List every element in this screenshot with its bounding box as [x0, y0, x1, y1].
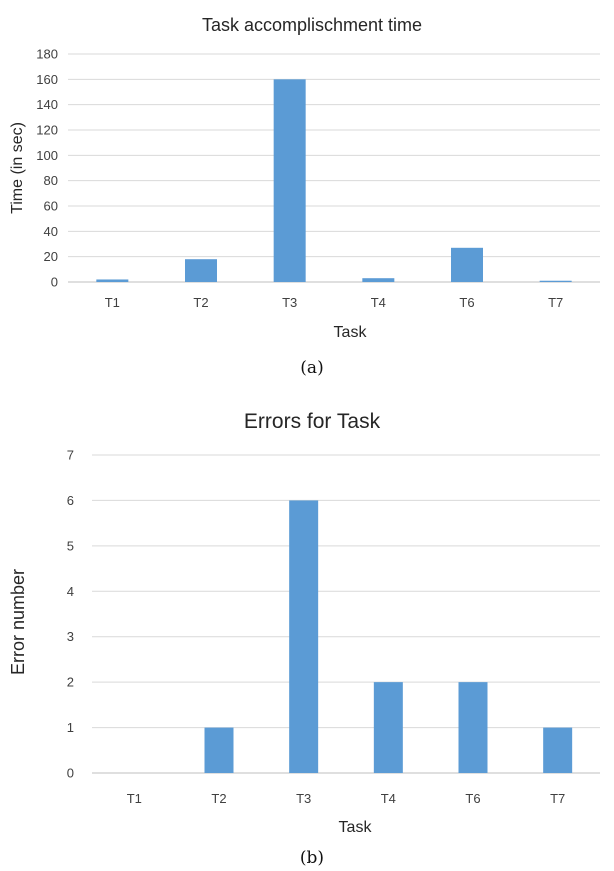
- bar-t2: [185, 259, 217, 282]
- y-tick-label: 120: [36, 123, 58, 138]
- y-tick-label: 20: [44, 249, 58, 264]
- bar-t6: [451, 247, 483, 282]
- y-tick-label: 80: [44, 173, 58, 188]
- chart-a-bars: [96, 79, 572, 282]
- x-tick-label: T2: [193, 295, 208, 310]
- x-tick-label: T3: [296, 791, 311, 806]
- bar-t2: [204, 727, 234, 773]
- chart-b-xlabel: Task: [339, 819, 373, 836]
- y-tick-label: 3: [67, 629, 74, 644]
- chart-b: Errors for Task Error number Task 0 1 2 3 4 5…: [8, 410, 600, 868]
- y-tick-label: 7: [67, 448, 74, 463]
- y-tick-label: 2: [67, 675, 74, 690]
- chart-a-x-ticks: T1 T2 T3 T4 T6 T7: [105, 295, 564, 310]
- bar-t3: [273, 79, 306, 282]
- y-tick-label: 0: [51, 275, 58, 290]
- bar-t3: [289, 500, 319, 773]
- chart-a-ylabel: Time (in sec): [9, 122, 26, 214]
- bar-t1: [96, 279, 129, 282]
- bar-t7: [539, 280, 572, 282]
- y-tick-label: 1: [67, 720, 74, 735]
- x-tick-label: T1: [127, 791, 142, 806]
- x-tick-label: T2: [211, 791, 226, 806]
- chart-b-caption: (b): [300, 848, 324, 868]
- y-tick-label: 180: [36, 47, 58, 62]
- chart-b-ylabel: Error number: [8, 569, 28, 675]
- y-tick-label: 0: [67, 766, 74, 781]
- bar-t4: [373, 682, 403, 773]
- chart-a-gridlines: [68, 53, 600, 283]
- y-tick-label: 5: [67, 538, 74, 553]
- chart-b-gridlines: [92, 454, 600, 774]
- bar-t6: [458, 682, 488, 773]
- x-tick-label: T4: [381, 791, 396, 806]
- y-tick-label: 60: [44, 199, 58, 214]
- chart-b-y-ticks: 0 1 2 3 4 5 6 7: [67, 448, 74, 781]
- y-tick-label: 140: [36, 97, 58, 112]
- x-tick-label: T4: [371, 295, 386, 310]
- y-tick-label: 6: [67, 493, 74, 508]
- y-tick-label: 100: [36, 148, 58, 163]
- y-tick-label: 160: [36, 72, 58, 87]
- chart-a-caption: (a): [300, 358, 323, 378]
- chart-a-title: Task accomplischment time: [202, 15, 422, 35]
- x-tick-label: T3: [282, 295, 297, 310]
- chart-a-y-ticks: 0 20 40 60 80 100 120 140 160 180: [36, 47, 58, 290]
- chart-a: Task accomplischment time Time (in sec) …: [9, 15, 600, 378]
- bar-t4: [362, 278, 395, 282]
- x-tick-label: T6: [459, 295, 474, 310]
- chart-b-bars: [204, 500, 573, 773]
- x-tick-label: T6: [465, 791, 480, 806]
- x-tick-label: T1: [105, 295, 120, 310]
- x-tick-label: T7: [550, 791, 565, 806]
- bar-t7: [543, 727, 573, 773]
- chart-b-title: Errors for Task: [244, 410, 381, 433]
- y-tick-label: 4: [67, 584, 74, 599]
- y-tick-label: 40: [44, 224, 58, 239]
- chart-b-x-ticks: T1 T2 T3 T4 T6 T7: [127, 791, 566, 806]
- x-tick-label: T7: [548, 295, 563, 310]
- chart-a-xlabel: Task: [334, 324, 368, 341]
